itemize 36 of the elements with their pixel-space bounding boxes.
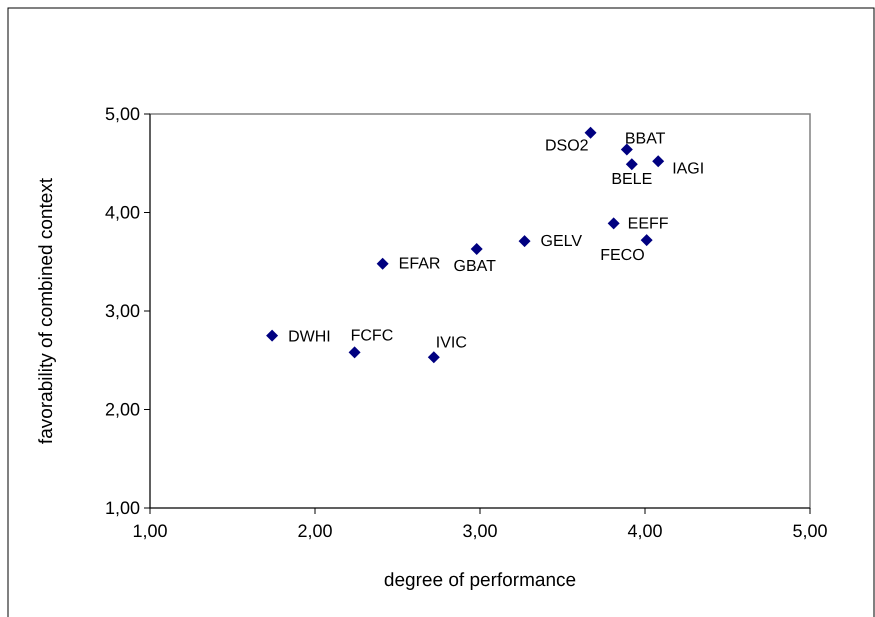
point [608, 217, 620, 230]
point [584, 126, 597, 139]
annotation: EFAR [398, 256, 440, 273]
x-tick-label: 5,00 [792, 521, 828, 541]
annotation: IAGI [672, 160, 704, 178]
annotation: DWHI [288, 328, 331, 346]
annotation: GELV [540, 233, 582, 250]
y-tick-label: 2,00 [104, 400, 140, 420]
point [640, 234, 653, 246]
annotation: DSO2 [544, 138, 589, 155]
point [518, 235, 531, 248]
annotation: FECO [600, 247, 645, 264]
annotation: EEFF [628, 215, 669, 232]
x-tick-label: 2,00 [297, 521, 333, 541]
y-tick-label: 5,00 [104, 104, 140, 124]
point [620, 143, 633, 156]
point [428, 351, 440, 364]
annotation: IVIC [436, 334, 467, 352]
annotation: GBAT [454, 258, 496, 275]
point [376, 258, 389, 270]
x-tick-label: 4,00 [627, 521, 663, 541]
annotation: FCFC [350, 327, 394, 344]
x-axis-title: degree of performance [384, 570, 576, 591]
annotation: BELE [611, 171, 652, 188]
y-tick-label: 4,00 [104, 202, 140, 222]
x-tick-label: 1,00 [132, 521, 168, 541]
point [626, 158, 638, 170]
point [348, 346, 361, 358]
y-tick-label: 1,00 [104, 498, 140, 518]
point [652, 155, 664, 168]
x-tick-label: 3,00 [462, 521, 498, 541]
point [470, 242, 483, 255]
y-axis-title: favorability of combined context [36, 177, 57, 444]
annotation: BBAT [624, 130, 666, 148]
y-tick-label: 3,00 [104, 301, 140, 321]
point [266, 330, 278, 342]
